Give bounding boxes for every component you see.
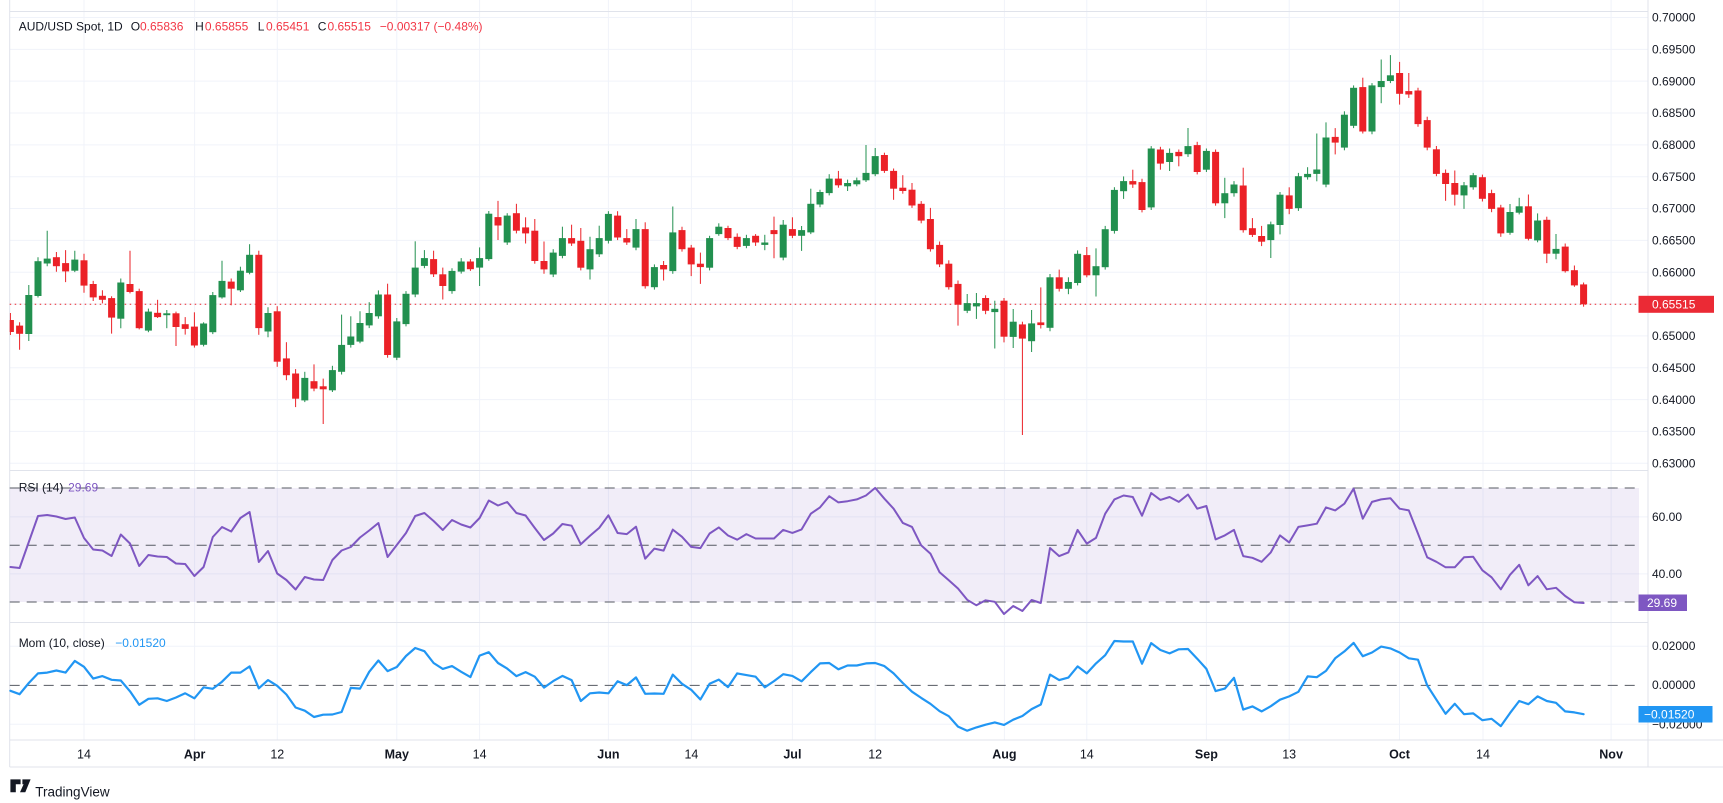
svg-text:C: C — [318, 20, 327, 34]
svg-text:12: 12 — [270, 748, 284, 762]
svg-text:L: L — [258, 20, 265, 34]
svg-text:0.65836: 0.65836 — [140, 20, 184, 34]
svg-text:14: 14 — [684, 748, 698, 762]
svg-text:0.70000: 0.70000 — [1652, 11, 1696, 25]
svg-text:0.67000: 0.67000 — [1652, 202, 1696, 216]
svg-text:−0.01520: −0.01520 — [115, 636, 166, 650]
svg-text:0.63000: 0.63000 — [1652, 457, 1696, 471]
svg-text:Nov: Nov — [1599, 748, 1623, 762]
svg-text:−0.00317 (−0.48%): −0.00317 (−0.48%) — [380, 20, 483, 34]
svg-text:0.64000: 0.64000 — [1652, 393, 1696, 407]
svg-text:0.65515: 0.65515 — [1652, 298, 1696, 312]
svg-text:0.00000: 0.00000 — [1652, 678, 1696, 692]
svg-text:TradingView: TradingView — [35, 785, 110, 800]
svg-text:14: 14 — [1476, 748, 1490, 762]
svg-text:May: May — [385, 748, 409, 762]
svg-text:Sep: Sep — [1195, 748, 1218, 762]
svg-text:Jun: Jun — [597, 748, 619, 762]
svg-text:0.02000: 0.02000 — [1652, 639, 1696, 653]
svg-text:0.68500: 0.68500 — [1652, 106, 1696, 120]
svg-text:14: 14 — [473, 748, 487, 762]
svg-text:0.69500: 0.69500 — [1652, 43, 1696, 57]
svg-text:Aug: Aug — [992, 748, 1016, 762]
svg-text:0.69000: 0.69000 — [1652, 74, 1696, 88]
svg-text:12: 12 — [868, 748, 882, 762]
svg-text:0.68000: 0.68000 — [1652, 138, 1696, 152]
svg-text:Mom (10, close): Mom (10, close) — [19, 636, 105, 650]
svg-text:RSI (14): RSI (14) — [19, 481, 64, 495]
svg-text:0.65451: 0.65451 — [266, 20, 310, 34]
svg-text:AUD/USD Spot, 1D: AUD/USD Spot, 1D — [19, 20, 123, 34]
svg-text:−0.01520: −0.01520 — [1644, 708, 1695, 722]
svg-text:0.66500: 0.66500 — [1652, 234, 1696, 248]
svg-text:60.00: 60.00 — [1652, 510, 1682, 524]
svg-text:0.67500: 0.67500 — [1652, 170, 1696, 184]
svg-text:0.65000: 0.65000 — [1652, 329, 1696, 343]
svg-text:29.69: 29.69 — [68, 481, 98, 495]
svg-text:Oct: Oct — [1389, 748, 1411, 762]
svg-text:Jul: Jul — [783, 748, 801, 762]
svg-text:40.00: 40.00 — [1652, 567, 1682, 581]
svg-text:14: 14 — [77, 748, 91, 762]
svg-text:0.64500: 0.64500 — [1652, 361, 1696, 375]
svg-text:Apr: Apr — [184, 748, 206, 762]
svg-text:0.63500: 0.63500 — [1652, 425, 1696, 439]
svg-text:13: 13 — [1282, 748, 1296, 762]
svg-text:H: H — [195, 20, 204, 34]
svg-text:0.65855: 0.65855 — [205, 20, 249, 34]
svg-text:0.66000: 0.66000 — [1652, 265, 1696, 279]
svg-text:O: O — [131, 20, 140, 34]
svg-text:0.65515: 0.65515 — [328, 20, 372, 34]
svg-text:14: 14 — [1080, 748, 1094, 762]
svg-text:29.69: 29.69 — [1647, 596, 1677, 610]
